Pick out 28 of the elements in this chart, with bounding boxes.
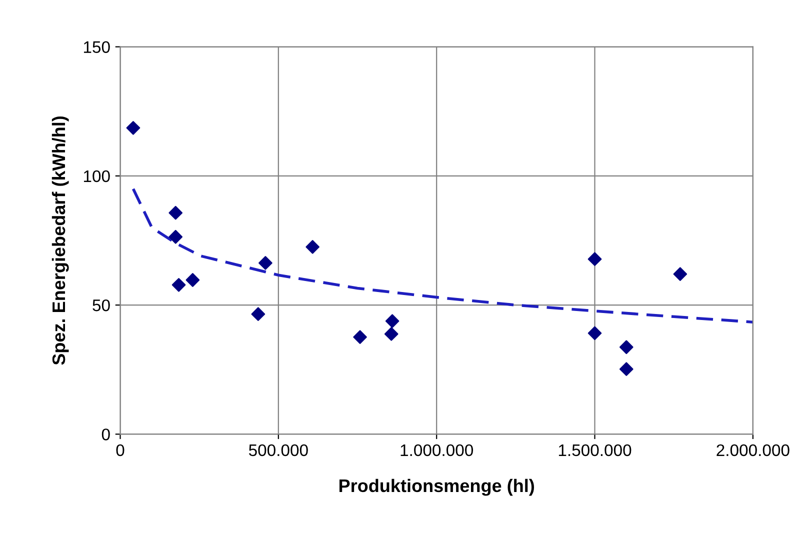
point (258, 256, 272, 270)
y-tick-label: 0 (102, 428, 110, 440)
x-tick-label: 500.000 (248, 444, 308, 456)
x-tick-label: 0 (116, 444, 124, 456)
point (673, 267, 688, 281)
point (168, 230, 183, 244)
point (251, 307, 266, 321)
line-series (132, 187, 753, 324)
x-tick-label: 1.500.000 (558, 444, 632, 456)
y-axis-title: Spez. Energiebedarf (kWh/hl) (52, 116, 69, 365)
point (353, 330, 367, 344)
point (168, 206, 183, 220)
y-tick-label: 100 (84, 170, 110, 182)
point (588, 252, 602, 266)
point (186, 273, 200, 287)
point (306, 240, 320, 254)
point (619, 362, 634, 376)
point (619, 340, 634, 354)
point (385, 314, 400, 328)
x-axis-title: Produktionsmenge (hl) (339, 478, 534, 496)
point (384, 327, 398, 341)
x-tick-label: 1.000.000 (400, 444, 474, 456)
point (588, 326, 602, 340)
y-tick-label: 150 (84, 41, 110, 54)
y-tick-label: 50 (92, 299, 110, 312)
point (126, 120, 140, 135)
x-tick-label: 2.000.000 (716, 444, 790, 456)
point (172, 278, 186, 292)
